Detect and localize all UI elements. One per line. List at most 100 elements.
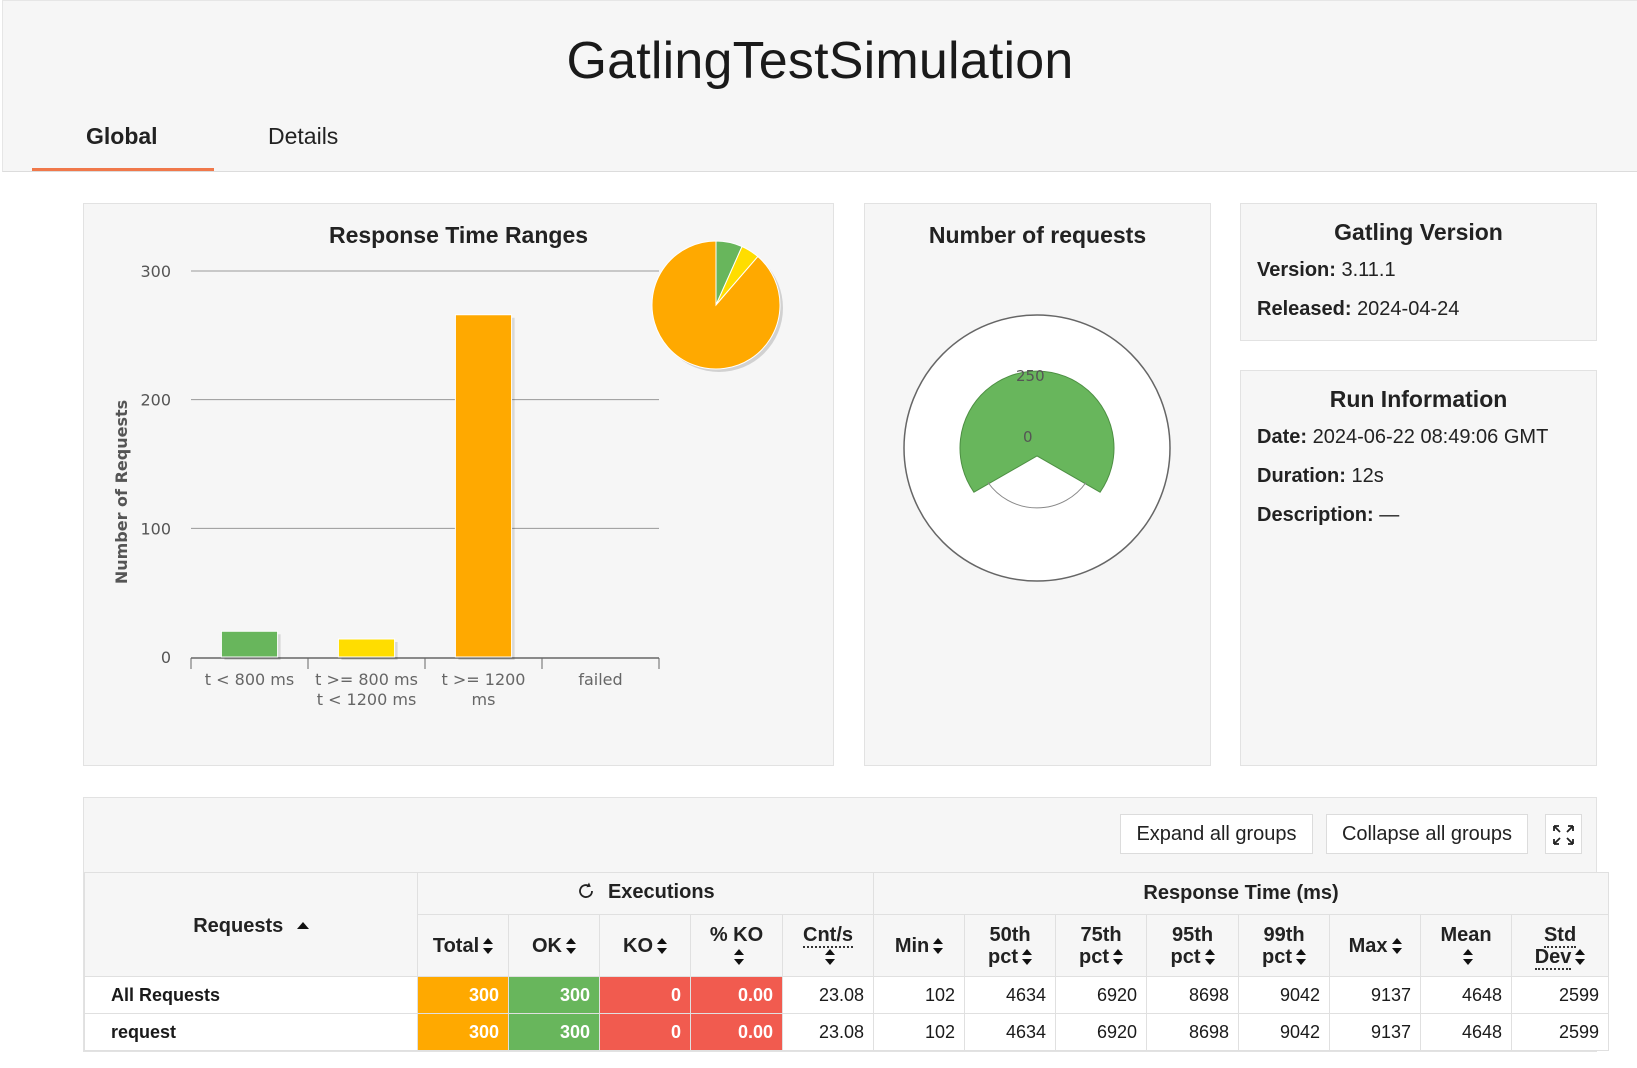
cell-p99: 9042: [1238, 1013, 1331, 1051]
x-label-1-1: t < 1200 ms: [317, 690, 417, 709]
column-header-p50[interactable]: 50th pct: [964, 914, 1057, 977]
description-value: —: [1379, 504, 1400, 526]
requests-header-label: Requests: [193, 914, 284, 937]
cell-min: 102: [873, 1013, 966, 1051]
y-tick-200: 200: [140, 391, 171, 410]
gauge-label-250: 250: [1016, 367, 1045, 385]
response-time-bar-chart: Number of Requests 0 100 200 300 t < 800 ms t…: [112, 240, 783, 709]
sort-icon: [657, 938, 667, 955]
cell-pct-ko: 0.00: [690, 1013, 783, 1051]
cell-p99: 9042: [1238, 976, 1331, 1014]
sort-asc-icon: [296, 912, 309, 935]
column-header-row: Total OK KO% KO Cnt/s Min 50th pct 75th pct 95th p…: [85, 914, 1610, 977]
cell-max: 9137: [1329, 1013, 1422, 1051]
expand-arrows-icon: [1553, 825, 1574, 845]
expand-all-groups-button[interactable]: Expand all groups: [1120, 814, 1313, 854]
cell-p50: 4634: [964, 1013, 1057, 1051]
bar-2: [454, 314, 513, 658]
sort-icon: [1575, 949, 1586, 966]
tab-details[interactable]: Details: [268, 123, 339, 149]
version-key: Version:: [1257, 259, 1336, 281]
description-key: Description:: [1257, 504, 1374, 526]
report-header: GatlingTestSimulation Global Details: [2, 0, 1637, 172]
x-label-0-0: t < 800 ms: [205, 670, 294, 689]
column-header-ok[interactable]: OK: [508, 914, 600, 977]
column-header-p99[interactable]: 99th pct: [1238, 914, 1331, 977]
sort-icon: [1204, 949, 1215, 966]
requests-column-header[interactable]: Requests: [84, 872, 418, 977]
number-of-requests-card: Number of requests 250 0 OK KO: [864, 203, 1211, 861]
duration-value: 12s: [1351, 465, 1384, 487]
cell-mean: 4648: [1420, 976, 1513, 1014]
cell-total: 300: [417, 1013, 509, 1051]
sort-icon: [1296, 949, 1307, 966]
cell-p95: 8698: [1146, 1013, 1240, 1051]
request-name-cell[interactable]: request: [84, 1013, 418, 1051]
run-information-card: Run Information Date: 2024-06-22 08:49:0…: [1240, 370, 1597, 766]
cell-std: 2599: [1511, 1013, 1610, 1051]
cell-p75: 6920: [1055, 1013, 1148, 1051]
column-header-min[interactable]: Min: [873, 914, 966, 977]
cell-ko: 0: [599, 1013, 691, 1051]
fullscreen-button[interactable]: [1545, 814, 1582, 854]
sort-icon: [1391, 938, 1402, 955]
cell-p95: 8698: [1146, 976, 1240, 1014]
statistics-panel: Expand all groups Collapse all groups Re…: [83, 797, 1610, 1052]
y-axis-label: Number of Requests: [112, 400, 131, 584]
released-row: Released: 2024-04-24: [1257, 298, 1459, 321]
date-row: Date: 2024-06-22 08:49:06 GMT: [1257, 426, 1548, 449]
cell-std: 2599: [1511, 976, 1610, 1014]
sort-icon: [1113, 949, 1124, 966]
column-header-cnt-s[interactable]: Cnt/s: [781, 914, 875, 977]
date-value: 2024-06-22 08:49:06 GMT: [1312, 426, 1549, 448]
cell-cnt-s: 23.08: [781, 1013, 875, 1051]
gauge-label-0: 0: [1023, 428, 1033, 446]
column-header-total[interactable]: Total: [417, 914, 509, 977]
gauge-inner-arc: [987, 482, 1087, 509]
response-time-ranges-title: Response Time Ranges: [328, 222, 589, 248]
column-header-p95[interactable]: 95th pct: [1146, 914, 1240, 977]
collapse-all-groups-button[interactable]: Collapse all groups: [1326, 814, 1528, 854]
sort-icon: [825, 949, 836, 966]
page-title: GatlingTestSimulation: [566, 32, 1074, 90]
y-tick-0: 0: [161, 648, 171, 667]
response-time-group-header: Response Time (ms): [873, 872, 1610, 915]
x-label-3-0: failed: [578, 670, 622, 689]
sort-icon: [483, 938, 494, 955]
table-row[interactable]: All Requests 300 300 0 0.00 23.08 102 4634 6920 8…: [84, 976, 1610, 1014]
column-header-std-dev[interactable]: Std Dev: [1511, 914, 1610, 977]
column-header-mean[interactable]: Mean: [1420, 914, 1513, 977]
table-row[interactable]: request 300 300 0 0.00 23.08 102 4634 6920 8698 90…: [84, 1013, 1610, 1051]
run-information-title: Run Information: [1329, 386, 1508, 412]
cell-ok: 300: [508, 976, 600, 1014]
active-tab-indicator: [32, 168, 214, 171]
cell-total: 300: [417, 976, 509, 1014]
column-header-max[interactable]: Max: [1329, 914, 1422, 977]
column-header-p75[interactable]: 75th pct: [1055, 914, 1148, 977]
released-value: 2024-04-24: [1357, 298, 1460, 320]
x-label-1-0: t >= 800 ms: [315, 670, 418, 689]
duration-key: Duration:: [1257, 465, 1346, 487]
cell-ko: 0: [599, 976, 691, 1014]
x-label-2-0: t >= 1200: [442, 670, 526, 689]
bar-0: [220, 630, 279, 658]
x-label-2-1: ms: [472, 690, 496, 709]
request-name-cell[interactable]: All Requests: [84, 976, 418, 1014]
tab-global[interactable]: Global: [86, 123, 158, 149]
cell-p50: 4634: [964, 976, 1057, 1014]
sort-icon: [566, 938, 576, 955]
number-of-requests-title: Number of requests: [928, 222, 1147, 248]
sort-icon: [933, 938, 944, 955]
y-tick-100: 100: [140, 519, 171, 538]
column-header-pct-ko[interactable]: % KO: [690, 914, 783, 977]
bar-1: [337, 638, 396, 658]
cell-pct-ko: 0.00: [690, 976, 783, 1014]
column-header-ko[interactable]: KO: [599, 914, 691, 977]
refresh-icon: [576, 881, 596, 907]
description-row: Description: —: [1257, 504, 1399, 527]
sort-icon: [1022, 949, 1033, 966]
statistics-table: Requests Executions Response Time (ms) T…: [84, 872, 1610, 1051]
duration-row: Duration: 12s: [1257, 465, 1384, 488]
cell-cnt-s: 23.08: [781, 976, 875, 1014]
date-key: Date:: [1257, 426, 1308, 448]
